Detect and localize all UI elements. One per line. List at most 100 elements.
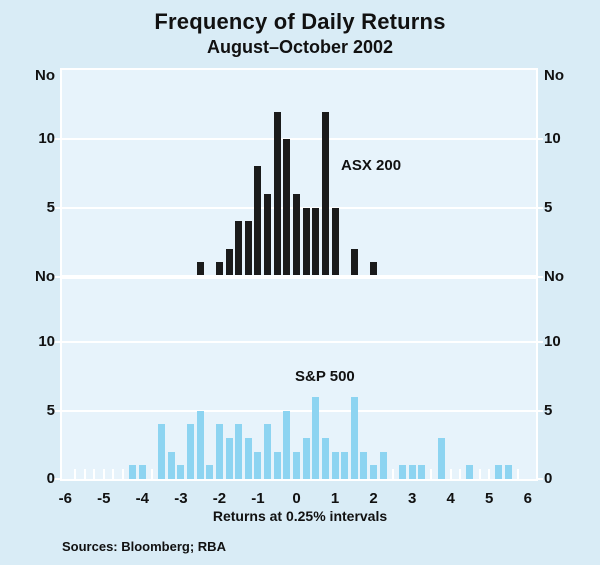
bar-sp500-1.5 — [350, 396, 358, 479]
y-axis-tick-left — [53, 341, 60, 343]
y-axis-label-left: No — [35, 67, 55, 85]
x-axis-label: -3 — [174, 490, 188, 507]
sources-note: Sources: Bloomberg; RBA — [62, 539, 226, 554]
bar-sp500-1.25 — [341, 451, 349, 479]
x-bin-tick — [517, 469, 520, 479]
bar-asx200--0.25 — [283, 139, 291, 276]
y-axis-tick-right — [536, 138, 543, 140]
bar-sp500-5.5 — [504, 465, 512, 479]
y-axis-label-left: 0 — [46, 470, 55, 488]
y-axis-label-right: No — [544, 67, 564, 85]
bar-sp500-5.25 — [495, 465, 503, 479]
bar-sp500--3.25 — [167, 451, 175, 479]
bar-sp500--2.5 — [196, 410, 204, 479]
x-axis-label: 2 — [369, 490, 378, 507]
y-axis-tick-left — [53, 478, 60, 480]
x-bin-tick — [459, 469, 462, 479]
series-label-sp500: S&P 500 — [295, 368, 355, 385]
y-axis-tick-left — [53, 138, 60, 140]
y-axis-label-right: 10 — [544, 130, 561, 148]
bar-sp500--3.5 — [158, 424, 166, 479]
bar-sp500--3 — [177, 465, 185, 479]
x-bin-tick — [112, 469, 115, 479]
gridline-10 — [62, 341, 536, 343]
bar-sp500--0.25 — [283, 410, 291, 479]
y-axis-tick-right — [536, 276, 543, 278]
x-bin-tick — [83, 469, 86, 479]
y-axis-tick-right — [536, 409, 543, 412]
x-axis-line — [62, 479, 536, 481]
bar-asx200-0.75 — [321, 111, 329, 276]
bar-sp500--4.25 — [129, 465, 137, 479]
x-axis-label: -1 — [251, 490, 265, 507]
x-bin-tick — [102, 469, 105, 479]
bar-sp500-1.75 — [360, 451, 368, 479]
bar-asx200-1.5 — [350, 248, 358, 276]
x-bin-tick — [430, 469, 433, 479]
x-bin-tick — [122, 469, 125, 479]
y-axis-tick-left — [53, 409, 60, 412]
bar-sp500-3.25 — [418, 465, 426, 479]
bar-sp500--1 — [254, 451, 262, 479]
y-axis-label-left: No — [35, 268, 55, 286]
bar-sp500-4.5 — [466, 465, 474, 479]
y-axis-label-right: No — [544, 268, 564, 286]
y-axis-tick-right — [536, 478, 543, 480]
bar-asx200-0.5 — [312, 207, 320, 276]
x-axis-label: -4 — [135, 490, 149, 507]
bar-asx200-0 — [293, 193, 300, 276]
panel-divider — [62, 275, 536, 279]
x-bin-tick — [150, 469, 153, 479]
bar-asx200--1.5 — [235, 221, 243, 276]
bar-sp500--2 — [215, 424, 223, 479]
bar-sp500--1.25 — [244, 437, 252, 479]
y-axis-label-left: 5 — [46, 401, 55, 419]
x-axis-label: 4 — [446, 490, 455, 507]
x-axis-label: -6 — [58, 490, 72, 507]
y-axis-tick-left — [53, 276, 60, 278]
y-axis-label-right: 5 — [544, 198, 553, 216]
x-axis-title: Returns at 0.25% intervals — [212, 508, 388, 524]
x-axis-label: -5 — [97, 490, 111, 507]
bar-sp500-3.75 — [437, 437, 445, 479]
x-axis-label: 3 — [407, 490, 417, 507]
x-bin-tick — [73, 469, 76, 479]
x-bin-tick — [93, 469, 96, 479]
x-axis-label: 5 — [485, 490, 494, 507]
series-label-asx200: ASX 200 — [341, 157, 402, 174]
y-axis-tick-left — [53, 206, 60, 209]
x-bin-tick — [488, 469, 491, 479]
bar-asx200-2 — [370, 262, 378, 276]
bar-sp500-2 — [370, 465, 378, 479]
bar-asx200--1 — [254, 166, 262, 276]
y-axis-tick-right — [536, 341, 543, 343]
y-axis-label-left: 10 — [38, 333, 55, 351]
bar-sp500-0.25 — [302, 437, 310, 479]
bar-sp500--2.25 — [206, 465, 214, 479]
x-bin-tick — [478, 469, 481, 479]
y-axis-label-left: 10 — [38, 130, 55, 148]
x-axis-label: 1 — [330, 490, 340, 507]
bar-asx200-0.25 — [302, 207, 310, 276]
gridline-10 — [62, 138, 536, 140]
x-axis-label: 6 — [523, 490, 532, 507]
x-axis-label: -2 — [212, 490, 227, 507]
bar-sp500--2.75 — [187, 424, 194, 479]
y-axis-label-left: 5 — [46, 198, 55, 216]
plot-area — [60, 68, 538, 481]
bar-sp500--4 — [138, 465, 146, 479]
x-axis-label: 0 — [292, 490, 301, 507]
bar-asx200--1.75 — [225, 248, 233, 276]
bar-sp500--1.5 — [235, 424, 243, 479]
bar-asx200--0.75 — [264, 193, 272, 276]
bar-asx200--0.5 — [273, 111, 281, 276]
bar-sp500-0.75 — [321, 437, 329, 479]
bar-sp500--0.75 — [264, 424, 272, 479]
bar-asx200--2.5 — [196, 262, 204, 276]
chart-subtitle: August–October 2002 — [206, 37, 394, 57]
y-axis-tick-right — [536, 206, 543, 209]
chart-title: Frequency of Daily Returns — [154, 9, 446, 34]
gridline-5 — [62, 409, 536, 412]
bar-sp500-0.5 — [312, 396, 320, 479]
